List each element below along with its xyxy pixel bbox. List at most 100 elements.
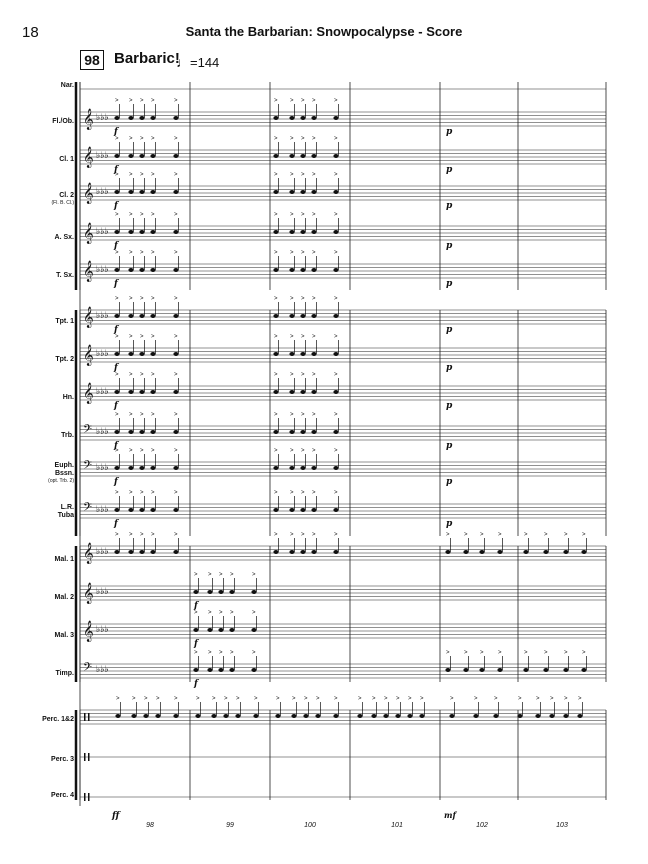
svg-text:>: > bbox=[129, 532, 133, 538]
svg-text:♭♭♭: ♭♭♭ bbox=[96, 427, 109, 437]
svg-text:f: f bbox=[113, 325, 120, 335]
svg-text:>: > bbox=[274, 372, 278, 378]
svg-text:♭♭♭: ♭♭♭ bbox=[96, 227, 109, 237]
svg-text:>: > bbox=[115, 296, 119, 302]
svg-text:♭♭♭: ♭♭♭ bbox=[96, 151, 109, 161]
svg-text:>: > bbox=[498, 650, 502, 656]
svg-text:>: > bbox=[498, 532, 502, 538]
svg-text:>: > bbox=[208, 610, 212, 616]
svg-text:f: f bbox=[113, 363, 120, 373]
svg-text:>: > bbox=[312, 334, 316, 340]
svg-text:>: > bbox=[174, 250, 178, 256]
svg-text:>: > bbox=[550, 696, 554, 702]
svg-text:>: > bbox=[301, 98, 305, 104]
svg-text:>: > bbox=[174, 172, 178, 178]
label-trumpet-1: Tpt. 1 bbox=[55, 318, 74, 325]
svg-text:>: > bbox=[151, 532, 155, 538]
svg-text:>: > bbox=[290, 334, 294, 340]
svg-text:p: p bbox=[446, 519, 453, 529]
notes: > > > > > > > > > > > > > > > > > > > > > > > > > > > > > > > > > > > > > > > >… bbox=[114, 98, 587, 718]
svg-text:p: p bbox=[446, 279, 453, 289]
page-number: 18 bbox=[22, 24, 39, 41]
svg-text:>: > bbox=[140, 372, 144, 378]
label-bassoon: Bssn. bbox=[54, 470, 74, 477]
svg-text:p: p bbox=[446, 401, 453, 411]
svg-text:>: > bbox=[194, 572, 198, 578]
label-euphonium: Euph. bbox=[54, 462, 74, 469]
svg-text:>: > bbox=[151, 212, 155, 218]
svg-text:>: > bbox=[290, 532, 294, 538]
svg-text:>: > bbox=[450, 696, 454, 702]
tempo-text: Barbaric! bbox=[114, 50, 180, 67]
svg-text:>: > bbox=[312, 296, 316, 302]
svg-text:>: > bbox=[129, 412, 133, 418]
instrument-label: Mal. 3 bbox=[0, 632, 74, 640]
svg-text:>: > bbox=[115, 412, 119, 418]
svg-text:>: > bbox=[582, 532, 586, 538]
svg-text:𝄞: 𝄞 bbox=[83, 261, 94, 282]
measure-number: 101 bbox=[391, 822, 403, 829]
svg-text:>: > bbox=[304, 696, 308, 702]
svg-text:>: > bbox=[274, 532, 278, 538]
svg-text:𝄞: 𝄞 bbox=[83, 583, 94, 604]
svg-text:p: p bbox=[446, 241, 453, 251]
svg-text:♭♭♭: ♭♭♭ bbox=[96, 665, 109, 675]
label-clarinet-2: Cl. 2 bbox=[59, 192, 74, 199]
svg-text:>: > bbox=[358, 696, 362, 702]
svg-text:>: > bbox=[219, 650, 223, 656]
measure-number: 99 bbox=[226, 822, 234, 829]
svg-text:>: > bbox=[372, 696, 376, 702]
svg-text:>: > bbox=[115, 250, 119, 256]
svg-text:𝄞: 𝄞 bbox=[83, 223, 94, 244]
svg-text:f: f bbox=[113, 477, 120, 487]
svg-text:>: > bbox=[151, 136, 155, 142]
svg-text:>: > bbox=[384, 696, 388, 702]
label-perc-4: Perc. 4 bbox=[51, 792, 74, 799]
svg-text:>: > bbox=[230, 610, 234, 616]
svg-text:>: > bbox=[174, 490, 178, 496]
svg-text:>: > bbox=[494, 696, 498, 702]
measure-number: 102 bbox=[476, 822, 488, 829]
svg-text:>: > bbox=[312, 412, 316, 418]
svg-text:>: > bbox=[290, 136, 294, 142]
svg-text:>: > bbox=[301, 296, 305, 302]
measure-number: 100 bbox=[304, 822, 316, 829]
svg-text:𝄞: 𝄞 bbox=[83, 543, 94, 564]
svg-text:>: > bbox=[156, 696, 160, 702]
svg-text:>: > bbox=[582, 650, 586, 656]
svg-text:>: > bbox=[312, 212, 316, 218]
svg-text:>: > bbox=[290, 372, 294, 378]
svg-text:♭♭♭: ♭♭♭ bbox=[96, 505, 109, 515]
svg-text:♭♭♭: ♭♭♭ bbox=[96, 463, 109, 473]
label-narrator: Nar. bbox=[60, 82, 74, 89]
svg-text:>: > bbox=[274, 136, 278, 142]
measure-number: 98 bbox=[146, 822, 154, 829]
svg-text:>: > bbox=[292, 696, 296, 702]
svg-text:>: > bbox=[140, 334, 144, 340]
svg-text:>: > bbox=[224, 696, 228, 702]
svg-text:>: > bbox=[301, 532, 305, 538]
svg-text:>: > bbox=[290, 448, 294, 454]
label-flute-oboe: Fl./Ob. bbox=[52, 118, 74, 125]
svg-text:>: > bbox=[290, 412, 294, 418]
svg-text:>: > bbox=[129, 296, 133, 302]
svg-text:>: > bbox=[334, 532, 338, 538]
svg-text:>: > bbox=[151, 448, 155, 454]
svg-text:>: > bbox=[140, 136, 144, 142]
svg-text:>: > bbox=[174, 136, 178, 142]
svg-text:>: > bbox=[174, 296, 178, 302]
svg-text:𝄞: 𝄞 bbox=[83, 383, 94, 404]
svg-text:>: > bbox=[219, 610, 223, 616]
svg-text:>: > bbox=[536, 696, 540, 702]
tempo-marking: ♩=144 bbox=[176, 54, 219, 70]
svg-text:>: > bbox=[174, 412, 178, 418]
svg-text:𝄞: 𝄞 bbox=[83, 183, 94, 204]
svg-text:>: > bbox=[334, 448, 338, 454]
label-lr: L.R. bbox=[60, 504, 74, 511]
svg-text:>: > bbox=[420, 696, 424, 702]
svg-text:>: > bbox=[301, 212, 305, 218]
svg-text:>: > bbox=[276, 696, 280, 702]
svg-text:>: > bbox=[274, 98, 278, 104]
instrument-label: Fl./Ob. bbox=[0, 118, 74, 126]
